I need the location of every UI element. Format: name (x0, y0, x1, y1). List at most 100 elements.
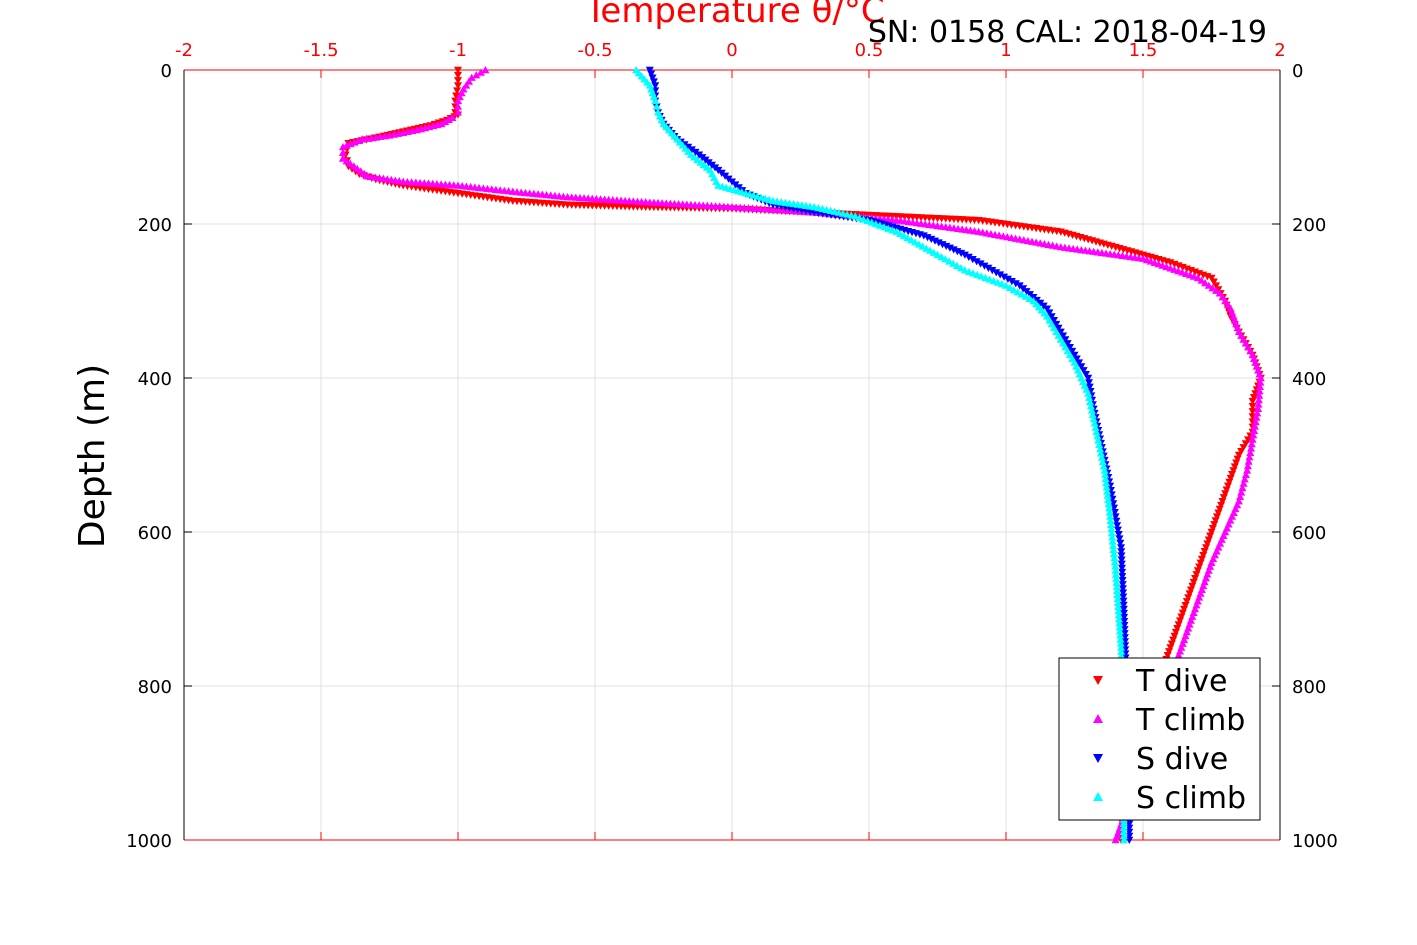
y-tick-label-left: 1000 (126, 831, 172, 852)
series-t-climb (338, 66, 1265, 844)
data-point (649, 78, 658, 86)
data-point (1230, 463, 1239, 471)
data-point (1222, 486, 1231, 494)
data-point (1256, 374, 1265, 382)
data-point (1102, 479, 1111, 487)
data-point (1099, 462, 1108, 470)
data-point (1116, 639, 1125, 647)
data-point (1119, 605, 1128, 613)
data-point (941, 255, 950, 263)
data-point (1250, 426, 1259, 434)
data-point (1236, 492, 1245, 500)
data-point (1084, 379, 1093, 387)
data-point (1239, 444, 1248, 452)
data-point (1075, 359, 1084, 367)
data-point (992, 269, 1001, 277)
data-point (1110, 509, 1119, 517)
data-point (1119, 823, 1128, 831)
data-point (652, 102, 661, 110)
data-point (1170, 632, 1179, 640)
data-point (1097, 453, 1106, 461)
data-point (691, 148, 700, 157)
y-tick-label-right: 200 (1292, 215, 1326, 236)
data-point (1234, 451, 1243, 459)
data-point (1116, 635, 1125, 643)
x-tick-label: -2 (175, 40, 193, 61)
data-point (1197, 555, 1206, 563)
data-point (1109, 545, 1118, 553)
x-tick-label: 1 (1000, 40, 1011, 61)
x-tick-label: 0 (726, 40, 737, 61)
x-tick-label: -1.5 (303, 40, 338, 61)
data-point (1118, 572, 1127, 581)
data-point (1088, 410, 1097, 418)
data-point (394, 129, 403, 137)
data-point (937, 253, 946, 261)
data-point (1045, 309, 1054, 317)
data-point (1239, 479, 1248, 487)
data-point (1111, 570, 1120, 578)
data-point (1117, 552, 1126, 560)
x-tick-label: -1 (449, 40, 467, 61)
data-point (1217, 501, 1226, 510)
data-point (1089, 415, 1098, 423)
data-point (1204, 281, 1213, 289)
data-point (1180, 605, 1189, 613)
data-point (1237, 488, 1246, 496)
data-point (1197, 276, 1206, 284)
data-point (1120, 613, 1129, 622)
data-point (972, 258, 981, 266)
data-point (1203, 540, 1212, 548)
data-point (1091, 423, 1100, 431)
data-point (1201, 279, 1210, 287)
data-point (1184, 594, 1193, 602)
data-point (342, 157, 351, 165)
data-point (1174, 621, 1183, 629)
data-point (1072, 355, 1081, 363)
data-point (1007, 278, 1016, 286)
data-point (1119, 831, 1128, 840)
data-point (1120, 622, 1129, 630)
data-point (651, 82, 660, 90)
data-point (1115, 619, 1124, 627)
data-point (1248, 403, 1257, 411)
data-point (1111, 836, 1120, 844)
data-point (968, 256, 977, 264)
data-point (1165, 648, 1174, 656)
data-point (1025, 294, 1034, 302)
data-point (412, 126, 421, 134)
data-point (687, 146, 696, 154)
x-tick-label: 2 (1274, 40, 1285, 61)
data-point (1100, 466, 1109, 474)
data-point (1084, 374, 1093, 382)
legend-entry: T climb (1135, 703, 1245, 738)
data-point (1112, 517, 1121, 525)
legend-entry: S dive (1136, 742, 1228, 777)
data-point (1113, 586, 1122, 594)
data-point (1226, 474, 1235, 483)
data-point (1182, 598, 1191, 606)
y-tick-label-right: 0 (1292, 61, 1303, 82)
data-point (1113, 598, 1122, 607)
y-tick-label-left: 400 (138, 369, 172, 390)
data-point (1117, 556, 1126, 564)
data-point (1079, 367, 1088, 375)
data-point (1113, 522, 1122, 530)
data-point (684, 143, 693, 151)
data-point (1118, 585, 1127, 593)
data-point (960, 251, 969, 259)
data-point (1094, 436, 1103, 444)
data-point (1112, 574, 1121, 582)
data-point (1253, 409, 1262, 417)
data-point (454, 77, 462, 85)
axes (183, 69, 1281, 841)
data-point (1208, 284, 1217, 292)
data-point (988, 267, 997, 275)
data-point (1098, 457, 1107, 466)
data-point (647, 70, 656, 78)
data-point (1108, 537, 1117, 545)
data-point (1166, 644, 1175, 652)
data-point (403, 127, 412, 136)
data-point (1061, 336, 1070, 344)
